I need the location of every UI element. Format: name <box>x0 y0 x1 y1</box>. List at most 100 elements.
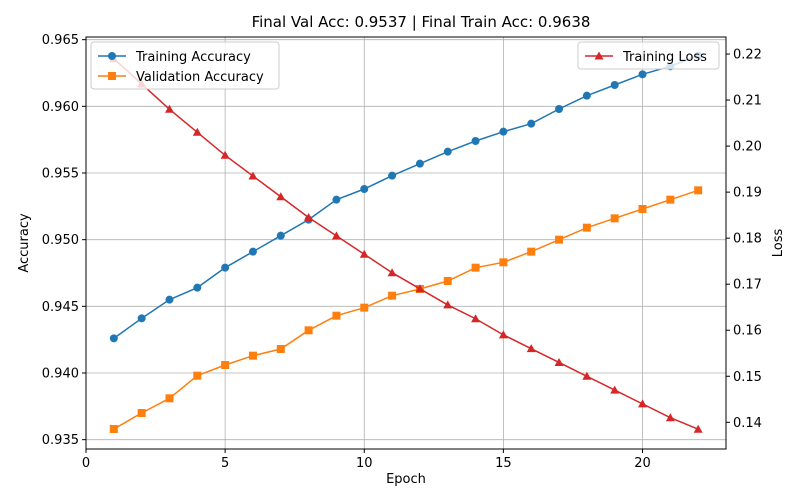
data-point-validation-accuracy <box>248 351 257 360</box>
data-point-validation-accuracy <box>165 394 174 403</box>
legend-label-training-loss: Training Loss <box>622 50 707 65</box>
data-point-training-accuracy <box>137 314 146 323</box>
data-point-training-accuracy <box>610 81 619 89</box>
legend-label-validation-accuracy: Validation Accuracy <box>136 70 264 85</box>
data-point-training-loss <box>610 385 620 394</box>
data-point-validation-accuracy <box>109 425 118 433</box>
series-training-loss <box>109 54 703 433</box>
series-line-training-accuracy <box>113 54 699 339</box>
x-tick-label: 10 <box>356 456 373 471</box>
data-point-validation-accuracy <box>499 258 508 267</box>
data-point-training-loss <box>331 231 341 240</box>
data-point-training-loss <box>443 300 453 309</box>
y-axis-left-title: Accuracy <box>17 213 32 273</box>
chart-title: Final Val Acc: 0.9537 | Final Train Acc:… <box>252 13 591 31</box>
data-point-training-accuracy <box>332 195 341 204</box>
y-right-tick-label: 0.21 <box>733 94 762 109</box>
legend-label-training-accuracy: Training Accuracy <box>135 50 251 65</box>
data-point-training-accuracy <box>109 334 118 343</box>
data-point-validation-accuracy <box>694 186 703 195</box>
data-point-training-accuracy <box>555 105 564 113</box>
y-axis-left: 0.935 0.940 0.945 0.950 0.955 0.960 0.965 <box>42 33 86 448</box>
data-point-validation-accuracy <box>638 205 647 213</box>
grid <box>85 37 726 449</box>
data-point-validation-accuracy <box>137 409 146 417</box>
y-left-tick-label: 0.940 <box>42 367 79 382</box>
data-point-training-loss <box>387 268 397 277</box>
data-point-training-accuracy <box>471 137 480 145</box>
data-point-training-loss <box>554 357 564 366</box>
data-point-training-accuracy <box>415 159 424 168</box>
x-axis: 0 5 10 15 20 <box>82 449 651 471</box>
y-right-tick-label: 0.22 <box>733 48 762 63</box>
data-point-validation-accuracy <box>443 277 452 285</box>
data-point-training-accuracy <box>248 247 257 256</box>
legend-marker-training-accuracy <box>108 52 116 60</box>
y-left-tick-label: 0.945 <box>42 300 79 315</box>
data-point-training-accuracy <box>165 295 174 304</box>
y-axis-right-title: Loss <box>771 229 786 258</box>
data-point-validation-accuracy <box>666 195 675 204</box>
data-point-validation-accuracy <box>360 303 369 312</box>
series-layer <box>109 51 703 433</box>
y-axis-right: 0.14 0.15 0.16 0.17 0.18 0.19 0.20 0.21 0.22 <box>726 48 762 431</box>
y-right-tick-label: 0.20 <box>733 140 762 155</box>
data-point-training-accuracy <box>276 231 285 240</box>
data-point-validation-accuracy <box>304 326 313 335</box>
legend-right: Training Loss <box>577 41 720 70</box>
legend-right-box <box>577 41 720 70</box>
data-point-training-loss <box>164 104 174 113</box>
data-point-validation-accuracy <box>276 345 285 353</box>
y-left-tick-label: 0.960 <box>42 100 79 115</box>
data-point-training-accuracy <box>221 263 230 272</box>
legend-left: Training Accuracy Validation Accuracy <box>90 41 280 90</box>
data-point-training-loss <box>220 150 230 159</box>
legend-marker-validation-accuracy <box>108 72 116 80</box>
data-point-training-loss <box>693 424 703 433</box>
y-left-tick-label: 0.955 <box>42 167 79 182</box>
data-point-training-loss <box>248 171 258 180</box>
data-point-validation-accuracy <box>193 371 202 380</box>
data-point-training-accuracy <box>527 119 536 128</box>
x-tick-label: 5 <box>221 456 229 471</box>
data-point-training-loss <box>471 314 481 323</box>
y-left-tick-label: 0.965 <box>42 33 79 48</box>
data-point-training-accuracy <box>443 147 452 156</box>
legend-marker-training-loss <box>594 51 604 60</box>
data-point-training-accuracy <box>582 91 591 100</box>
data-point-training-loss <box>638 399 648 408</box>
x-tick-label: 15 <box>495 456 512 471</box>
data-point-validation-accuracy <box>555 235 564 244</box>
y-right-tick-label: 0.17 <box>733 278 762 293</box>
data-point-training-accuracy <box>388 171 397 180</box>
series-line-training-loss <box>113 58 699 430</box>
data-point-validation-accuracy <box>388 291 397 300</box>
data-point-training-loss <box>415 284 425 293</box>
y-right-tick-label: 0.14 <box>733 416 762 431</box>
plot-frame <box>85 36 727 450</box>
y-right-tick-label: 0.19 <box>733 186 762 201</box>
legend-left-box <box>90 41 280 90</box>
data-point-training-accuracy <box>638 70 647 79</box>
data-point-training-loss <box>359 249 369 258</box>
data-point-validation-accuracy <box>527 247 536 256</box>
data-point-training-loss <box>192 127 202 136</box>
data-point-training-accuracy <box>360 185 369 193</box>
data-point-training-loss <box>665 413 675 422</box>
y-left-tick-label: 0.950 <box>42 233 79 248</box>
data-point-training-loss <box>304 212 314 221</box>
y-right-tick-label: 0.18 <box>733 232 762 247</box>
data-point-validation-accuracy <box>610 214 619 223</box>
series-line-validation-accuracy <box>113 189 699 430</box>
y-right-tick-label: 0.15 <box>733 370 762 385</box>
data-point-training-accuracy <box>499 127 508 136</box>
data-point-validation-accuracy <box>332 311 341 320</box>
data-point-training-loss <box>526 344 536 353</box>
y-left-tick-label: 0.935 <box>42 433 79 448</box>
data-point-training-loss <box>276 192 286 201</box>
data-point-training-loss <box>582 371 592 380</box>
data-point-validation-accuracy <box>582 223 591 232</box>
x-tick-label: 0 <box>82 456 90 471</box>
y-right-tick-label: 0.16 <box>733 324 762 339</box>
